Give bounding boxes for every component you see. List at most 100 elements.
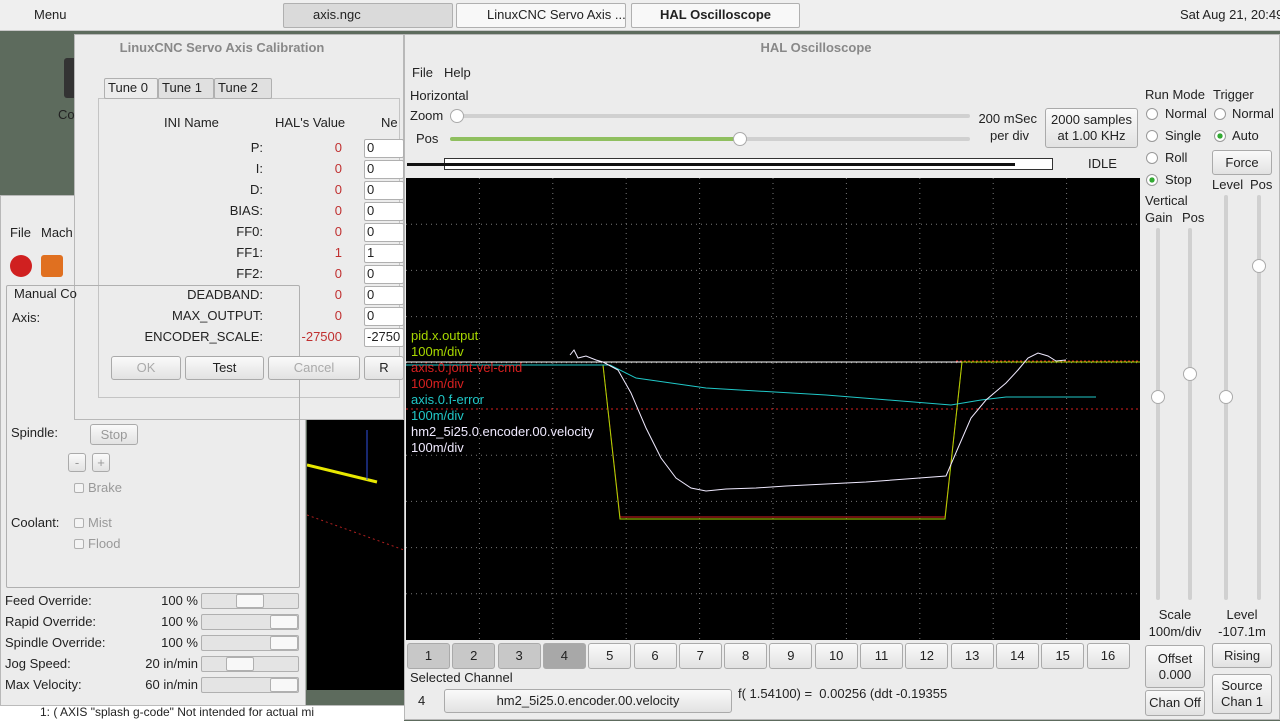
button-label: 2000 samples <box>1051 112 1132 127</box>
window-title[interactable]: axis.ngc <box>313 7 361 22</box>
radio[interactable] <box>1146 130 1158 142</box>
tab-label[interactable]: Tune 2 <box>218 80 258 95</box>
button[interactable]: Test <box>185 356 264 380</box>
tab-label[interactable]: Tune 0 <box>108 80 148 95</box>
button-label: 10 <box>828 648 844 663</box>
channel-button[interactable]: 16 <box>1086 643 1130 669</box>
label: Level <box>1212 177 1244 192</box>
button[interactable]: + <box>92 453 110 472</box>
button-label: 5 <box>606 648 614 663</box>
radio[interactable] <box>1214 108 1226 120</box>
channel-button[interactable]: 13 <box>950 643 994 669</box>
slider-trough <box>1188 228 1192 600</box>
menu-button[interactable]: Menu <box>34 7 67 22</box>
channel-button[interactable]: 9 <box>769 643 813 669</box>
channel-button[interactable]: 15 <box>1041 643 1085 669</box>
channel-name: axis.0.f-error <box>411 392 484 407</box>
label: Spindle: <box>11 425 58 440</box>
channel-button[interactable]: 1 <box>407 643 450 669</box>
gcode-line: 1: ( AXIS "splash g-code" Not intended f… <box>40 705 314 719</box>
button[interactable]: Rising <box>1212 643 1272 668</box>
label: Flood <box>88 536 121 551</box>
hal-value: 0 <box>334 308 342 323</box>
label[interactable]: Normal <box>1165 106 1207 121</box>
slider-knob[interactable] <box>1183 367 1197 381</box>
button[interactable]: 2000 samples at 1.00 KHz <box>1045 108 1138 148</box>
hal-value: 0 <box>334 182 342 197</box>
channel-button[interactable]: 3 <box>497 643 541 669</box>
menu-item[interactable]: File <box>412 65 433 80</box>
hal-value: 0 <box>334 287 342 302</box>
window-title[interactable]: LinuxCNC Servo Axis ... <box>487 7 626 22</box>
channel-button[interactable]: 12 <box>905 643 949 669</box>
button[interactable]: R <box>364 356 404 380</box>
label[interactable]: Auto <box>1232 128 1259 143</box>
radio[interactable] <box>1214 130 1226 142</box>
window-title[interactable]: HAL Oscilloscope <box>660 7 772 22</box>
radio[interactable] <box>1146 108 1158 120</box>
column-header: Ne <box>381 115 398 130</box>
button[interactable]: hm2_5i25.0.encoder.00.velocity <box>444 689 732 713</box>
label: Trigger <box>1213 87 1254 102</box>
preview-drawing <box>306 430 405 551</box>
label: 4 <box>418 693 426 708</box>
new-value: 0 <box>367 266 375 281</box>
param-name: BIAS: <box>229 203 263 218</box>
channel-button[interactable]: 4 <box>542 643 586 669</box>
power-icon[interactable] <box>41 255 63 277</box>
slider-knob <box>270 615 298 629</box>
button[interactable]: Cancel <box>268 356 360 380</box>
slider-knob[interactable] <box>733 132 747 146</box>
button[interactable]: - <box>68 453 86 472</box>
button[interactable]: Source Chan 1 <box>1212 674 1272 714</box>
button[interactable]: Offset 0.000 <box>1145 645 1205 688</box>
label: Jog Speed: <box>5 656 71 671</box>
slider-knob[interactable] <box>1252 259 1266 273</box>
label: Spindle Override: <box>5 635 106 650</box>
button-label: 13 <box>964 648 980 663</box>
label: Run Mode <box>1145 87 1205 102</box>
label[interactable]: Single <box>1165 128 1202 143</box>
tab-label[interactable]: Tune 1 <box>162 80 202 95</box>
menu-item[interactable]: Help <box>444 65 471 80</box>
label: 20 in/min <box>145 656 198 671</box>
window-button <box>631 3 800 28</box>
button[interactable]: Force <box>1212 150 1272 175</box>
slider-knob[interactable] <box>1219 390 1233 404</box>
button-label: Test <box>212 360 237 375</box>
channel-button[interactable]: 5 <box>588 643 632 669</box>
channel-button[interactable]: 8 <box>724 643 768 669</box>
control-frame <box>6 285 300 588</box>
button-label: 0.000 <box>1158 666 1192 682</box>
slider-knob <box>270 636 298 650</box>
label[interactable]: Stop <box>1165 172 1192 187</box>
hal-value: 0 <box>334 203 342 218</box>
slider-knob[interactable] <box>450 109 464 123</box>
param-name: FF1: <box>236 245 263 260</box>
menu-item[interactable]: Mach <box>41 225 73 240</box>
estop-icon[interactable] <box>10 255 32 277</box>
channel-button[interactable]: 6 <box>633 643 677 669</box>
label: per div <box>989 128 1029 143</box>
column-header: HAL's Value <box>275 115 346 130</box>
button-label: Rising <box>1223 647 1261 663</box>
button-label: 16 <box>1100 648 1116 663</box>
button[interactable]: Stop <box>90 424 138 445</box>
label[interactable]: Normal <box>1232 106 1274 121</box>
channel-button[interactable]: 11 <box>860 643 903 669</box>
slider-knob[interactable] <box>1151 390 1165 404</box>
button[interactable]: OK <box>111 356 181 380</box>
radio[interactable] <box>1146 174 1158 186</box>
param-name: P: <box>250 140 263 155</box>
checkbox <box>74 518 84 528</box>
channel-button[interactable]: 10 <box>814 643 858 669</box>
button[interactable]: Chan Off <box>1145 690 1205 716</box>
menu-item[interactable]: File <box>10 225 31 240</box>
channel-button[interactable]: 2 <box>452 643 496 669</box>
channel-button[interactable]: 7 <box>678 643 722 669</box>
channel-button[interactable]: 14 <box>995 643 1039 669</box>
label[interactable]: Roll <box>1165 150 1188 165</box>
radio[interactable] <box>1146 152 1158 164</box>
clock: Sat Aug 21, 20:49 <box>1180 7 1280 22</box>
new-value: 0 <box>367 140 375 155</box>
